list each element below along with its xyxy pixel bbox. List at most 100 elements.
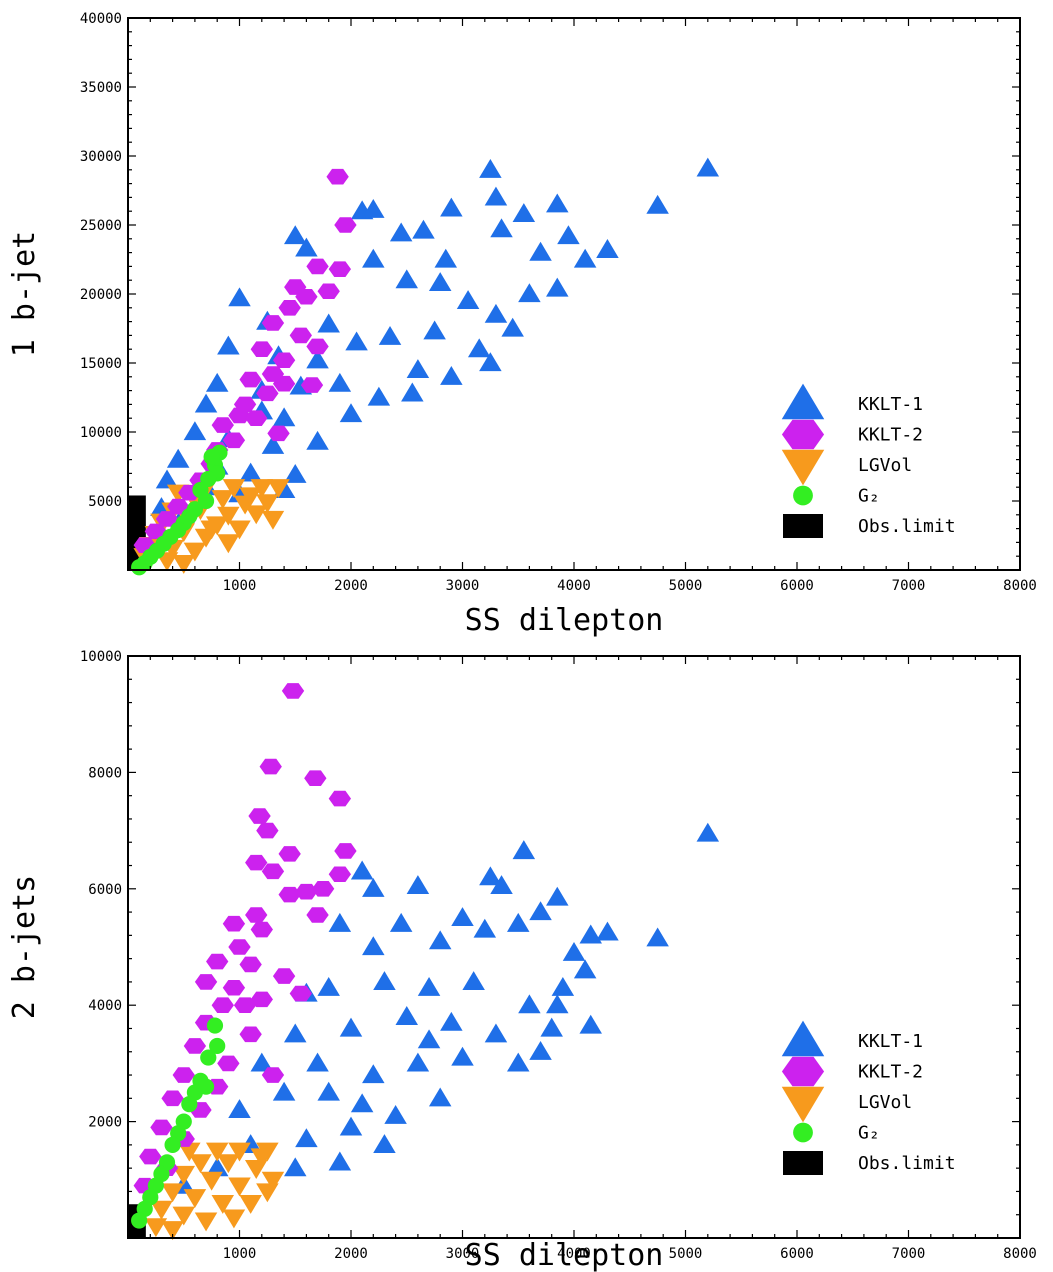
legend: KKLT-1 KKLT-2 LGVol G₂ Obs.limit [781,1020,956,1175]
point-kklt-2 [245,410,268,426]
point-kklt-1 [512,203,536,223]
point-kklt-1 [573,248,597,268]
point-lgvol [228,1142,251,1162]
legend-item-lgvol: LGVol [781,449,912,486]
point-kklt-1 [239,462,262,482]
legend-marker [781,383,825,420]
chart-panel-2b-jets: 1000 2000 3000 4000 5000 6000 7000 8000 2000 4000… [7,649,1037,1272]
x-axis-title: SS dilepton [465,1238,664,1272]
point-kklt-1 [284,463,307,483]
y-tick-label: 25000 [80,218,122,234]
point-kklt-1 [306,349,329,369]
point-kklt-1 [228,287,251,307]
point-kklt-1 [412,219,435,239]
legend-item-kklt-2: KKLT-2 [781,419,923,450]
point-kklt-2 [172,1067,195,1083]
point-kklt-2 [295,883,318,900]
legend: KKLT-1 KKLT-2 LGVol G₂ Obs.limit [781,383,956,538]
point-kklt-1 [367,386,391,406]
point-kklt-1 [440,366,463,385]
point-kklt-1 [350,1093,374,1113]
y-tick-label: 4000 [88,998,122,1014]
point-kklt-1 [546,277,569,297]
y-tick-label: 20000 [80,287,122,303]
legend-label: KKLT-2 [858,425,923,446]
point-kklt-1 [451,1046,474,1066]
legend-label: Obs.limit [858,516,956,537]
point-kklt-1 [646,194,669,214]
point-kklt-2 [328,261,352,277]
point-kklt-1 [339,403,363,423]
point-kklt-2 [278,886,301,903]
point-kklt-2 [317,283,340,300]
point-kklt-1 [490,875,513,894]
point-kklt-2 [211,417,234,433]
legend-label: KKLT-1 [858,1031,923,1052]
point-kklt-2 [306,338,329,355]
point-kklt-2 [261,1067,285,1083]
point-kklt-1 [557,225,580,245]
y-tick-label: 10000 [80,425,122,441]
point-kklt-1 [484,186,508,206]
point-kklt-1 [428,272,452,292]
point-kklt-1 [507,1052,530,1072]
legend-label: KKLT-1 [858,394,923,415]
point-kklt-1 [484,1023,508,1043]
x-tick-label: 8000 [1003,1246,1037,1262]
point-kklt-1 [284,1023,307,1043]
point-kklt-1 [373,971,396,991]
point-kklt-1 [317,313,340,333]
point-kklt-1 [540,1017,563,1037]
point-kklt-2 [245,907,268,923]
legend-marker [793,1122,813,1143]
point-kklt-1 [596,239,619,258]
point-lgvol [250,479,274,498]
legend-label: LGVol [858,1092,912,1113]
point-kklt-2 [281,683,305,699]
point-kklt-1 [479,352,502,372]
y-tick-label: 6000 [88,882,122,898]
point-kklt-1 [562,942,586,961]
point-kklt-2 [334,843,357,859]
point-kklt-2 [304,770,327,787]
series-lgvol [144,1142,285,1241]
point-kklt-1 [467,338,491,358]
point-lgvol [217,506,240,526]
point-kklt-1 [362,936,385,956]
point-kklt-1 [696,157,720,177]
point-lgvol [211,1194,235,1214]
legend-label: Obs.limit [858,1153,956,1174]
point-kklt-2 [328,790,352,807]
y-tick-label: 2000 [88,1115,122,1131]
point-kklt-1 [295,1128,318,1148]
point-kklt-1 [317,976,340,996]
point-kklt-1 [573,959,597,979]
point-kklt-1 [596,921,619,941]
point-lgvol [200,1171,223,1191]
x-tick-label: 1000 [223,578,257,594]
x-tick-label: 3000 [446,578,480,594]
point-kklt-2 [222,979,246,996]
legend-marker [783,1151,823,1175]
series-g [131,1017,226,1229]
legend-label: LGVol [858,455,912,476]
point-lgvol [183,542,207,562]
point-kklt-1 [529,241,552,261]
point-kklt-1 [284,225,307,245]
point-kklt-1 [456,290,480,309]
point-kklt-2 [206,953,229,970]
legend-label: G₂ [858,1123,880,1144]
point-lgvol [178,1142,201,1162]
point-kklt-1 [434,248,458,268]
point-kklt-1 [378,325,402,345]
point-kklt-1 [479,866,502,886]
point-kklt-1 [317,1081,340,1101]
x-tick-label: 8000 [1003,578,1037,594]
y-axis-title: 1 b-jet [7,231,42,357]
point-kklt-2 [211,997,234,1013]
point-kklt-2 [250,341,273,357]
point-kklt-1 [395,269,418,289]
legend-marker [781,1020,825,1057]
point-kklt-1 [350,860,374,880]
